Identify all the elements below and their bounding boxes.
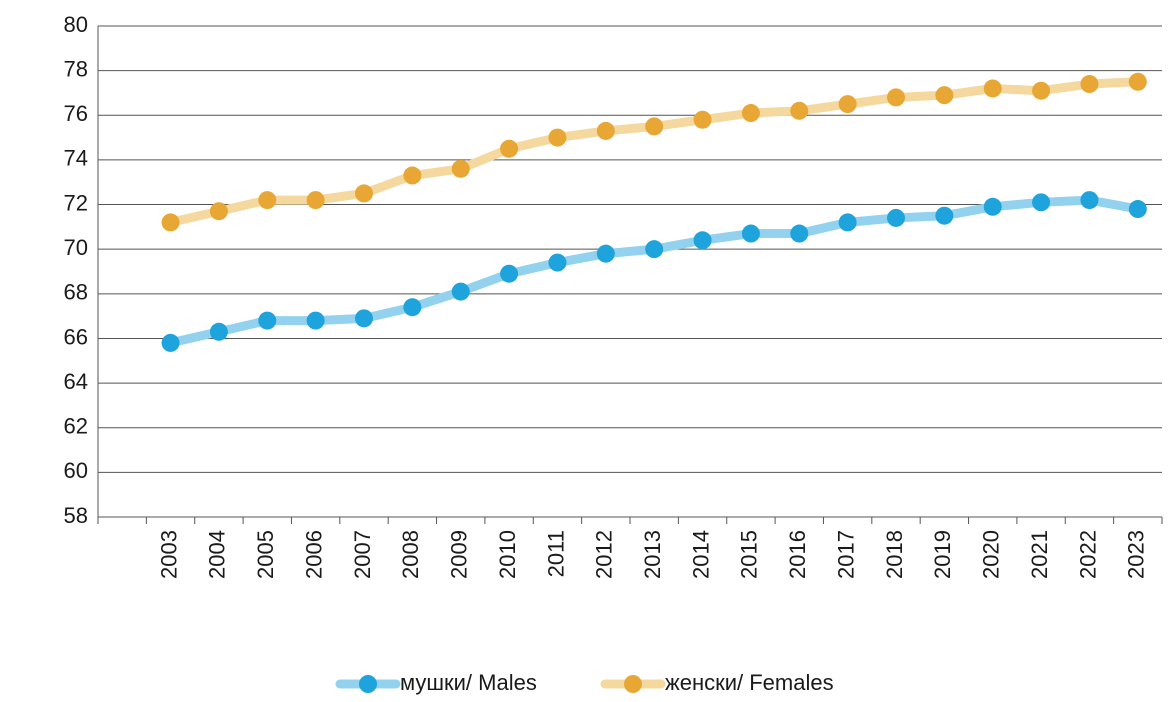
point <box>306 191 325 210</box>
point <box>790 101 809 120</box>
y-tick-label: 58 <box>64 503 88 528</box>
point <box>838 95 857 114</box>
point <box>1032 81 1051 100</box>
x-tick-label: 2019 <box>930 530 955 579</box>
point <box>258 191 277 210</box>
x-tick-label: 2014 <box>688 530 713 579</box>
point <box>548 128 567 147</box>
point <box>887 208 905 227</box>
y-tick-label: 70 <box>64 235 88 260</box>
point <box>1128 200 1147 219</box>
point <box>983 79 1002 98</box>
point <box>887 88 905 107</box>
point <box>451 159 470 178</box>
point <box>1128 72 1147 91</box>
point <box>403 166 422 185</box>
point <box>209 322 228 341</box>
point <box>1080 191 1099 210</box>
x-tick-label: 2008 <box>398 530 423 579</box>
x-tick-label: 2020 <box>979 530 1004 579</box>
point <box>1032 193 1051 212</box>
y-tick-label: 80 <box>64 12 88 37</box>
legend-marker <box>359 675 377 693</box>
x-tick-label: 2021 <box>1027 530 1052 579</box>
point <box>741 104 760 123</box>
point <box>596 244 615 263</box>
x-tick-label: 2007 <box>350 530 375 579</box>
point <box>500 264 519 283</box>
x-tick-label: 2005 <box>253 530 278 579</box>
point <box>645 240 664 259</box>
point <box>306 311 325 330</box>
x-tick-label: 2006 <box>301 530 326 579</box>
y-tick-label: 68 <box>64 280 88 305</box>
point <box>161 213 180 232</box>
legend-marker <box>624 675 642 693</box>
x-tick-label: 2013 <box>640 530 665 579</box>
point <box>500 139 519 158</box>
y-tick-label: 62 <box>64 414 88 439</box>
point <box>645 117 664 136</box>
x-tick-label: 2015 <box>737 530 762 579</box>
x-tick-label: 2009 <box>447 530 472 579</box>
point <box>790 224 809 243</box>
x-tick-label: 2012 <box>592 530 617 579</box>
x-tick-label: 2023 <box>1124 530 1149 579</box>
point <box>403 298 422 317</box>
x-tick-label: 2017 <box>833 530 858 579</box>
point <box>596 121 615 140</box>
point <box>355 309 373 328</box>
point <box>935 86 954 105</box>
point <box>548 253 567 272</box>
x-tick-label: 2004 <box>205 530 230 579</box>
x-tick-label: 2010 <box>495 530 520 579</box>
x-tick-label: 2011 <box>543 530 568 577</box>
legend-label: мушки/ Males <box>400 670 537 695</box>
point <box>161 333 180 352</box>
point <box>451 282 470 301</box>
y-tick-label: 72 <box>64 190 88 215</box>
point <box>258 311 277 330</box>
x-tick-label: 2018 <box>882 530 907 579</box>
y-tick-label: 66 <box>64 324 88 349</box>
point <box>355 184 373 203</box>
point <box>693 231 712 250</box>
point <box>838 213 857 232</box>
y-tick-label: 78 <box>64 56 88 81</box>
point <box>693 110 712 129</box>
point <box>1080 75 1099 94</box>
legend-label: женски/ Females <box>665 670 834 695</box>
x-tick-label: 2016 <box>785 530 810 579</box>
y-tick-label: 60 <box>64 458 88 483</box>
point <box>209 202 228 221</box>
y-tick-label: 74 <box>64 146 88 171</box>
point <box>983 197 1002 216</box>
y-tick-label: 64 <box>64 369 88 394</box>
y-tick-label: 76 <box>64 101 88 126</box>
point <box>935 206 954 225</box>
x-tick-label: 2022 <box>1075 530 1100 579</box>
x-tick-label: 2003 <box>156 530 181 579</box>
point <box>741 224 760 243</box>
